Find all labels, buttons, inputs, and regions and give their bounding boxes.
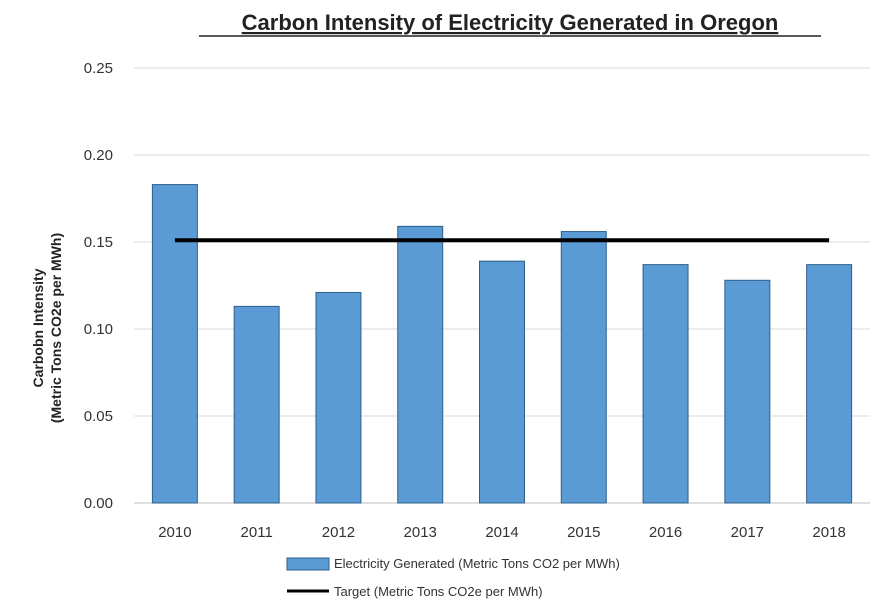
x-tick-label-2013: 2013 — [404, 524, 437, 541]
y-axis-title-line-1: Carbobn Intensity — [30, 268, 46, 387]
x-tick-label-2014: 2014 — [485, 524, 518, 541]
legend-label-electricity: Electricity Generated (Metric Tons CO2 p… — [334, 556, 620, 571]
y-tick-label: 0.10 — [84, 321, 113, 338]
bar-2010 — [151, 184, 198, 504]
y-tick-label: 0.00 — [84, 495, 113, 512]
y-tick-label: 0.05 — [84, 408, 113, 425]
chart-title: Carbon Intensity of Electricity Generate… — [242, 10, 779, 35]
y-tick-label: 0.25 — [84, 60, 113, 77]
y-axis-ticks: 0.00 0.05 0.10 0.15 0.20 0.25 — [84, 60, 113, 512]
bar-2018 — [806, 264, 853, 504]
x-axis-ticks: 2010 2011 2012 2013 2014 2015 2016 2017 2018 — [158, 524, 846, 541]
x-tick-label-2018: 2018 — [812, 524, 845, 541]
bars — [151, 184, 853, 504]
bar-2013 — [397, 225, 444, 504]
y-axis-title-line-2: (Metric Tons CO2e per MWh) — [48, 233, 64, 423]
x-tick-label-2010: 2010 — [158, 524, 191, 541]
bar-2011 — [233, 305, 280, 504]
bar-2014 — [479, 260, 525, 504]
bar-2012 — [315, 291, 362, 504]
bar-2016 — [642, 264, 689, 504]
legend: Electricity Generated (Metric Tons CO2 p… — [286, 556, 620, 599]
x-tick-label-2017: 2017 — [731, 524, 764, 541]
y-tick-label: 0.20 — [84, 147, 113, 164]
legend-label-target: Target (Metric Tons CO2e per MWh) — [334, 584, 543, 599]
x-tick-label-2015: 2015 — [567, 524, 600, 541]
bar-2017 — [724, 279, 771, 504]
y-tick-label: 0.15 — [84, 234, 113, 251]
x-tick-label-2011: 2011 — [241, 524, 273, 541]
legend-swatch-electricity — [286, 557, 330, 571]
y-axis-title: Carbobn Intensity (Metric Tons CO2e per … — [30, 233, 64, 423]
x-tick-label-2016: 2016 — [649, 524, 682, 541]
bar-2015 — [560, 231, 607, 504]
x-tick-label-2012: 2012 — [322, 524, 355, 541]
